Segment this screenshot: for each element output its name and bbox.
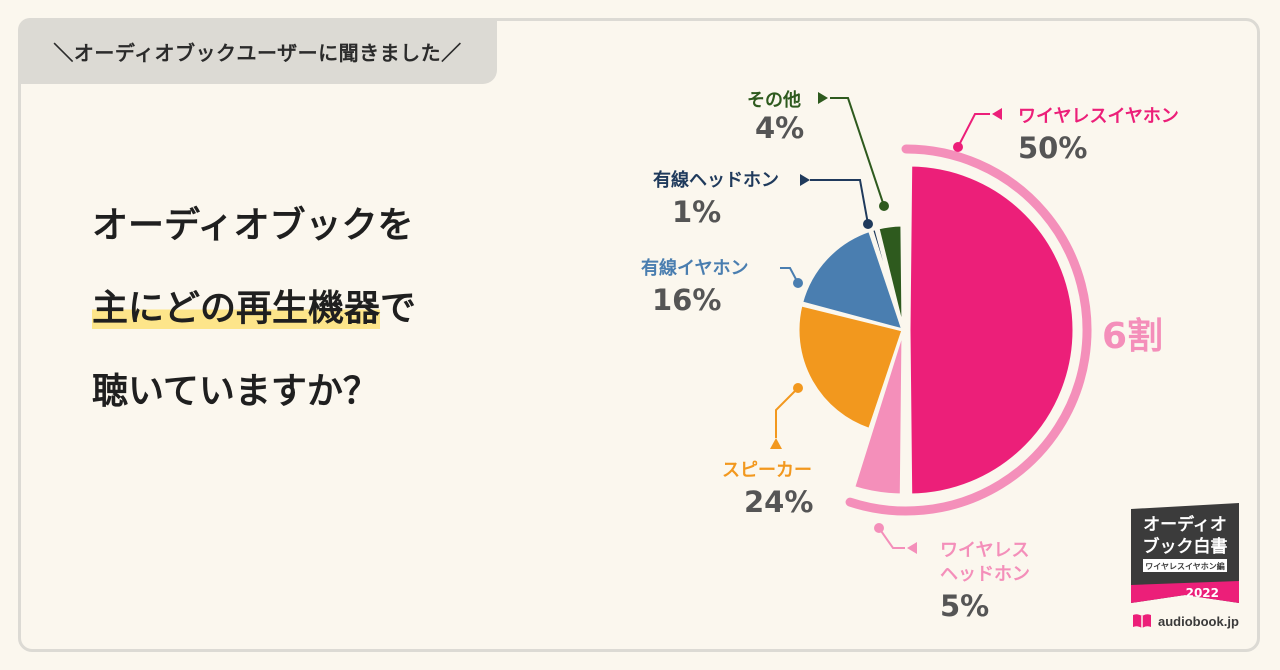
leader-wired-earphones-dot <box>793 278 803 288</box>
leader-wireless-earphones <box>957 113 990 148</box>
slice-wireless-earphones <box>907 163 1076 497</box>
label-speaker: スピーカー <box>722 460 812 481</box>
label-wireless-earphones: ワイヤレスイヤホン <box>1018 106 1179 127</box>
pie-slices <box>796 163 1076 497</box>
brand-logo: audiobook.jp <box>1132 613 1239 629</box>
value-wired-headphones: 1% <box>672 195 721 229</box>
question-heading: オーディオブックを 主にどの再生機器で 聴いていますか？ <box>92 208 416 457</box>
book-icon <box>1133 614 1151 628</box>
value-wireless-headphones: 5% <box>940 589 989 623</box>
leader-wireless-headphones <box>878 527 905 549</box>
leader-lines <box>770 92 1002 554</box>
label-other: その他 <box>747 89 801 111</box>
leader-wireless-earphones-dot <box>953 142 963 152</box>
slice-wired-earphones <box>799 228 906 333</box>
leader-wired-headphones <box>810 179 869 225</box>
value-wired-earphones: 16% <box>652 283 721 317</box>
label-wired-earphones: 有線イヤホン <box>641 257 748 279</box>
value-speaker: 24% <box>744 485 813 519</box>
value-other: 4% <box>755 111 804 145</box>
label-wired-headphones: 有線ヘッドホン <box>653 169 779 191</box>
question-line-2-rest: で <box>380 288 417 329</box>
whitepaper-badge: オーディオ ブック白書 ワイヤレスイヤホン編 2022 <box>1131 503 1239 603</box>
leader-other-arrow <box>818 92 828 104</box>
brand-name: audiobook.jp <box>1158 613 1239 629</box>
leader-wired-headphones-dot <box>863 219 873 229</box>
header-tag: ＼オーディオブックユーザーに聞きました／ <box>18 18 497 84</box>
label-wireless-headphones-line-2: ヘッドホン <box>940 564 1030 585</box>
sixty-percent-arc <box>845 144 1092 516</box>
leader-speaker-dot <box>793 383 803 393</box>
badge-year: 2022 <box>1186 586 1219 600</box>
leader-wireless-earphones-arrow <box>992 108 1002 120</box>
slice-wired-headphones <box>869 226 905 331</box>
badge-subtitle: ワイヤレスイヤホン編 <box>1145 561 1225 571</box>
slice-speaker <box>796 303 905 432</box>
label-wireless-headphones-line-1: ワイヤレス <box>940 540 1029 561</box>
question-highlight: 主にどの再生機器 <box>92 288 381 329</box>
leader-wired-headphones-arrow <box>800 174 810 186</box>
leader-wireless-headphones-dot <box>874 523 884 533</box>
question-line-1: オーディオブックを <box>92 205 414 246</box>
leader-wired-earphones <box>780 267 799 284</box>
badge-line-2: ブック白書 <box>1143 536 1228 557</box>
leader-speaker <box>775 387 799 438</box>
slice-other <box>876 223 905 331</box>
question-line-3: 聴いていますか？ <box>92 371 379 412</box>
annotation-6wari: 6割 <box>1102 316 1163 357</box>
leader-other-dot <box>879 201 889 211</box>
value-wireless-earphones: 50% <box>1018 131 1087 165</box>
leader-other <box>830 97 885 207</box>
leader-speaker-arrow <box>770 438 782 449</box>
question-line-2: 主にどの再生機器で <box>92 288 417 329</box>
leader-wireless-headphones-arrow <box>907 542 917 554</box>
badge-line-1: オーディオ <box>1143 514 1227 535</box>
